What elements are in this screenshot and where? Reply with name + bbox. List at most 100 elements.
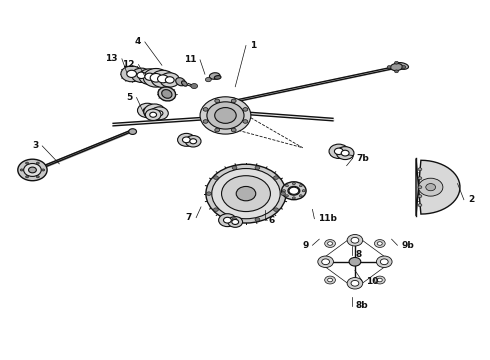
Circle shape <box>283 190 286 192</box>
Circle shape <box>329 144 348 158</box>
Text: 2: 2 <box>468 195 474 204</box>
Circle shape <box>286 185 289 187</box>
Text: 10: 10 <box>366 276 379 285</box>
Circle shape <box>418 195 422 198</box>
Circle shape <box>347 234 363 246</box>
Circle shape <box>299 185 302 187</box>
Circle shape <box>236 186 256 201</box>
Circle shape <box>36 176 39 178</box>
Circle shape <box>273 208 278 211</box>
Ellipse shape <box>391 63 403 71</box>
Text: 5: 5 <box>126 93 133 102</box>
Circle shape <box>127 70 137 77</box>
Text: 9b: 9b <box>401 241 414 250</box>
Ellipse shape <box>214 76 221 79</box>
Circle shape <box>426 184 436 191</box>
Circle shape <box>214 176 219 179</box>
Circle shape <box>25 162 28 164</box>
Circle shape <box>42 169 45 171</box>
Ellipse shape <box>162 90 172 98</box>
Circle shape <box>36 162 39 164</box>
Circle shape <box>351 237 359 243</box>
Circle shape <box>121 66 143 82</box>
Polygon shape <box>113 117 207 126</box>
Circle shape <box>374 239 385 247</box>
Circle shape <box>418 168 422 171</box>
Circle shape <box>129 129 137 134</box>
Polygon shape <box>244 112 334 121</box>
Circle shape <box>156 111 163 116</box>
Circle shape <box>325 239 336 247</box>
Circle shape <box>376 256 392 267</box>
Circle shape <box>144 68 169 87</box>
Circle shape <box>150 112 157 117</box>
Ellipse shape <box>176 78 185 86</box>
Circle shape <box>418 204 422 207</box>
Circle shape <box>302 190 305 192</box>
Polygon shape <box>239 65 403 101</box>
Text: 1: 1 <box>250 41 256 50</box>
Circle shape <box>190 139 196 144</box>
Circle shape <box>243 108 248 111</box>
Text: 8b: 8b <box>355 301 368 310</box>
Circle shape <box>328 278 333 282</box>
Ellipse shape <box>181 81 187 86</box>
Circle shape <box>132 68 151 82</box>
Circle shape <box>347 278 363 289</box>
Circle shape <box>336 147 354 159</box>
Circle shape <box>144 104 165 120</box>
Polygon shape <box>35 131 132 171</box>
Text: 13: 13 <box>105 54 118 63</box>
Circle shape <box>20 169 23 171</box>
Text: 8: 8 <box>355 250 362 259</box>
Circle shape <box>377 242 382 245</box>
Circle shape <box>273 176 278 179</box>
Circle shape <box>150 73 162 82</box>
Circle shape <box>146 109 161 121</box>
Text: 7b: 7b <box>356 154 369 163</box>
Circle shape <box>138 103 157 118</box>
Circle shape <box>215 128 220 132</box>
Circle shape <box>387 66 391 68</box>
Circle shape <box>215 99 220 103</box>
Circle shape <box>418 177 422 180</box>
Text: 4: 4 <box>135 37 141 46</box>
Circle shape <box>137 72 146 78</box>
Circle shape <box>293 197 295 199</box>
Circle shape <box>232 218 237 221</box>
Circle shape <box>322 259 330 265</box>
Circle shape <box>286 195 289 197</box>
Circle shape <box>200 97 251 134</box>
Circle shape <box>139 69 160 85</box>
Circle shape <box>160 73 179 87</box>
Text: 11b: 11b <box>318 214 337 223</box>
Circle shape <box>151 107 168 120</box>
Circle shape <box>228 217 243 227</box>
Polygon shape <box>416 158 460 216</box>
Circle shape <box>145 73 155 80</box>
Circle shape <box>394 61 398 64</box>
Circle shape <box>293 183 295 185</box>
Circle shape <box>299 195 302 197</box>
Circle shape <box>165 77 174 83</box>
Circle shape <box>255 218 260 221</box>
Text: 7: 7 <box>186 213 192 222</box>
Circle shape <box>374 276 385 284</box>
Circle shape <box>191 84 197 89</box>
Circle shape <box>318 256 333 267</box>
Text: 9: 9 <box>302 241 309 250</box>
Circle shape <box>185 135 201 147</box>
Circle shape <box>150 109 159 115</box>
Circle shape <box>151 70 174 87</box>
Circle shape <box>28 167 36 173</box>
Circle shape <box>214 208 219 211</box>
Circle shape <box>328 242 333 245</box>
Circle shape <box>203 108 208 111</box>
Circle shape <box>243 120 248 123</box>
Circle shape <box>223 217 231 223</box>
Text: 3: 3 <box>32 141 38 150</box>
Circle shape <box>144 108 151 113</box>
Ellipse shape <box>394 63 409 69</box>
Circle shape <box>402 66 406 68</box>
Circle shape <box>418 178 443 196</box>
